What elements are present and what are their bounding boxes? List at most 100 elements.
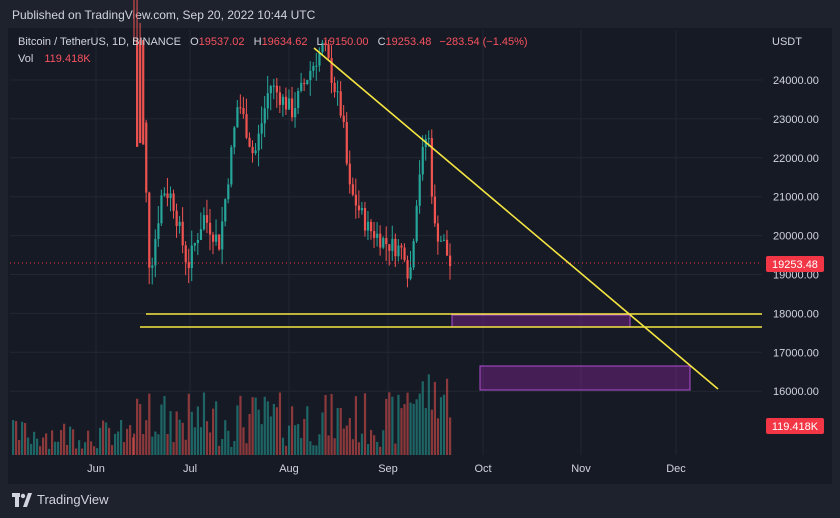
candle-body [251, 146, 254, 154]
candle-body [318, 52, 321, 66]
candle-body [242, 108, 245, 115]
price-tick-label: 24000.00 [773, 75, 819, 87]
volume-bar [66, 444, 69, 455]
volume-bar [105, 422, 108, 455]
volume-bar [42, 437, 45, 455]
volume-bar [202, 392, 206, 455]
candle-body [257, 133, 260, 151]
volume-bar [254, 397, 257, 455]
candle-body [190, 245, 193, 269]
price-tick-label: 16000.00 [773, 386, 819, 398]
volume-bar [327, 435, 330, 455]
volume-bar [212, 408, 215, 455]
candle-body [327, 44, 330, 59]
volume-bar [199, 427, 203, 455]
candle-body [281, 96, 285, 105]
volume-bar [51, 430, 54, 455]
volume-bar [169, 411, 172, 455]
candle-body [439, 240, 443, 242]
candle-body [333, 82, 336, 92]
volume-bar [266, 401, 269, 455]
volume-bar [333, 438, 336, 455]
volume-bar [63, 423, 66, 455]
time-tick-label: Dec [666, 463, 686, 475]
volume-bar [148, 393, 151, 455]
candle-body [360, 208, 364, 211]
volume-bar [373, 435, 376, 455]
volume-bar [348, 418, 351, 455]
time-tick-label: Aug [279, 463, 299, 475]
candle-body [376, 233, 379, 238]
volume-bar [93, 446, 96, 455]
price-tick-label: 21000.00 [773, 192, 819, 204]
candle-body [430, 138, 433, 197]
volume-bar [439, 397, 443, 455]
candle-body [397, 245, 400, 257]
high-label: H [253, 36, 262, 48]
candle-body [187, 262, 190, 269]
volume-bar [123, 442, 126, 455]
candle-body [230, 147, 233, 185]
volume-bar [263, 396, 266, 455]
candle-body [354, 194, 358, 206]
volume-bar [284, 445, 288, 455]
volume-bar [360, 433, 364, 455]
volume-bar [48, 448, 51, 455]
candle-body [193, 243, 196, 246]
time-tick-label: Oct [474, 463, 491, 475]
volume-bar [36, 438, 39, 455]
candle-body [294, 108, 297, 118]
volume-bar [309, 441, 312, 455]
volume-bar [175, 411, 178, 455]
volume-bar [139, 404, 142, 455]
volume-bar [363, 393, 367, 455]
volume-bar [291, 406, 294, 455]
candle-body [145, 122, 148, 193]
candle-body [385, 238, 388, 245]
published-caption: Published on TradingView.com, Sep 20, 20… [12, 8, 316, 22]
last-price-badge-label: 19253.48 [772, 259, 818, 271]
volume-bar [400, 408, 403, 455]
volume-bar [436, 418, 440, 455]
tradingview-logo[interactable]: TradingView [12, 492, 109, 507]
volume-bar [30, 443, 33, 455]
tradingview-brand: TradingView [37, 492, 109, 507]
candle-body [418, 174, 421, 206]
candle-body [403, 247, 406, 261]
candle-body [163, 193, 166, 196]
candle-body [348, 163, 351, 185]
candle-body [421, 146, 424, 175]
candle-body [260, 123, 263, 134]
candle-body [321, 42, 324, 53]
candle-body [157, 223, 160, 240]
volume-bar [445, 378, 449, 455]
volume-bar [245, 443, 248, 455]
volume-bar [90, 441, 93, 455]
candle-body [442, 239, 446, 241]
volume-bar [318, 434, 321, 455]
volume-bar [205, 421, 209, 455]
volume-bar [339, 408, 342, 455]
price-tick-label: 18000.00 [773, 308, 819, 320]
volume-bar [87, 430, 90, 455]
candle-body [309, 70, 312, 81]
candle-body [215, 234, 218, 242]
candle-body [400, 245, 403, 248]
candle-body [199, 229, 203, 240]
high-value: 19634.62 [261, 36, 308, 48]
volume-bar [297, 424, 300, 455]
volume-bar [81, 448, 84, 455]
volume-bar [102, 420, 105, 455]
candle-body [388, 244, 391, 251]
volume-bar [57, 441, 60, 455]
volume-bar [117, 431, 120, 455]
candle-body [366, 221, 370, 231]
volume-bar [96, 448, 99, 455]
volume-bar [196, 406, 200, 455]
volume-badge-label: 119.418K [772, 421, 819, 433]
volume-bar [257, 409, 260, 455]
volume-bar [230, 446, 233, 455]
candle-body [233, 127, 236, 148]
volume-bar [388, 392, 391, 455]
